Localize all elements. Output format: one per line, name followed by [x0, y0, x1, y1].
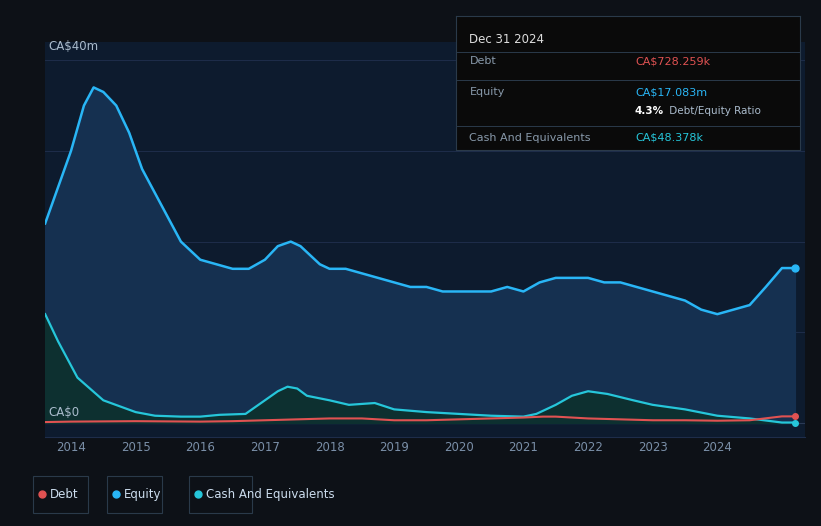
Text: Dec 31 2024: Dec 31 2024: [470, 33, 544, 46]
Text: Debt/Equity Ratio: Debt/Equity Ratio: [666, 106, 761, 116]
Text: CA$40m: CA$40m: [48, 40, 99, 53]
Text: Cash And Equivalents: Cash And Equivalents: [206, 488, 335, 501]
Text: CA$728.259k: CA$728.259k: [635, 56, 710, 66]
Text: Debt: Debt: [470, 56, 496, 66]
Text: Cash And Equivalents: Cash And Equivalents: [470, 133, 591, 143]
Text: 4.3%: 4.3%: [635, 106, 664, 116]
Text: Debt: Debt: [50, 488, 79, 501]
Text: Equity: Equity: [470, 87, 505, 97]
Text: Equity: Equity: [124, 488, 162, 501]
Text: CA$17.083m: CA$17.083m: [635, 87, 707, 97]
Text: CA$0: CA$0: [48, 407, 80, 419]
Text: CA$48.378k: CA$48.378k: [635, 133, 703, 143]
